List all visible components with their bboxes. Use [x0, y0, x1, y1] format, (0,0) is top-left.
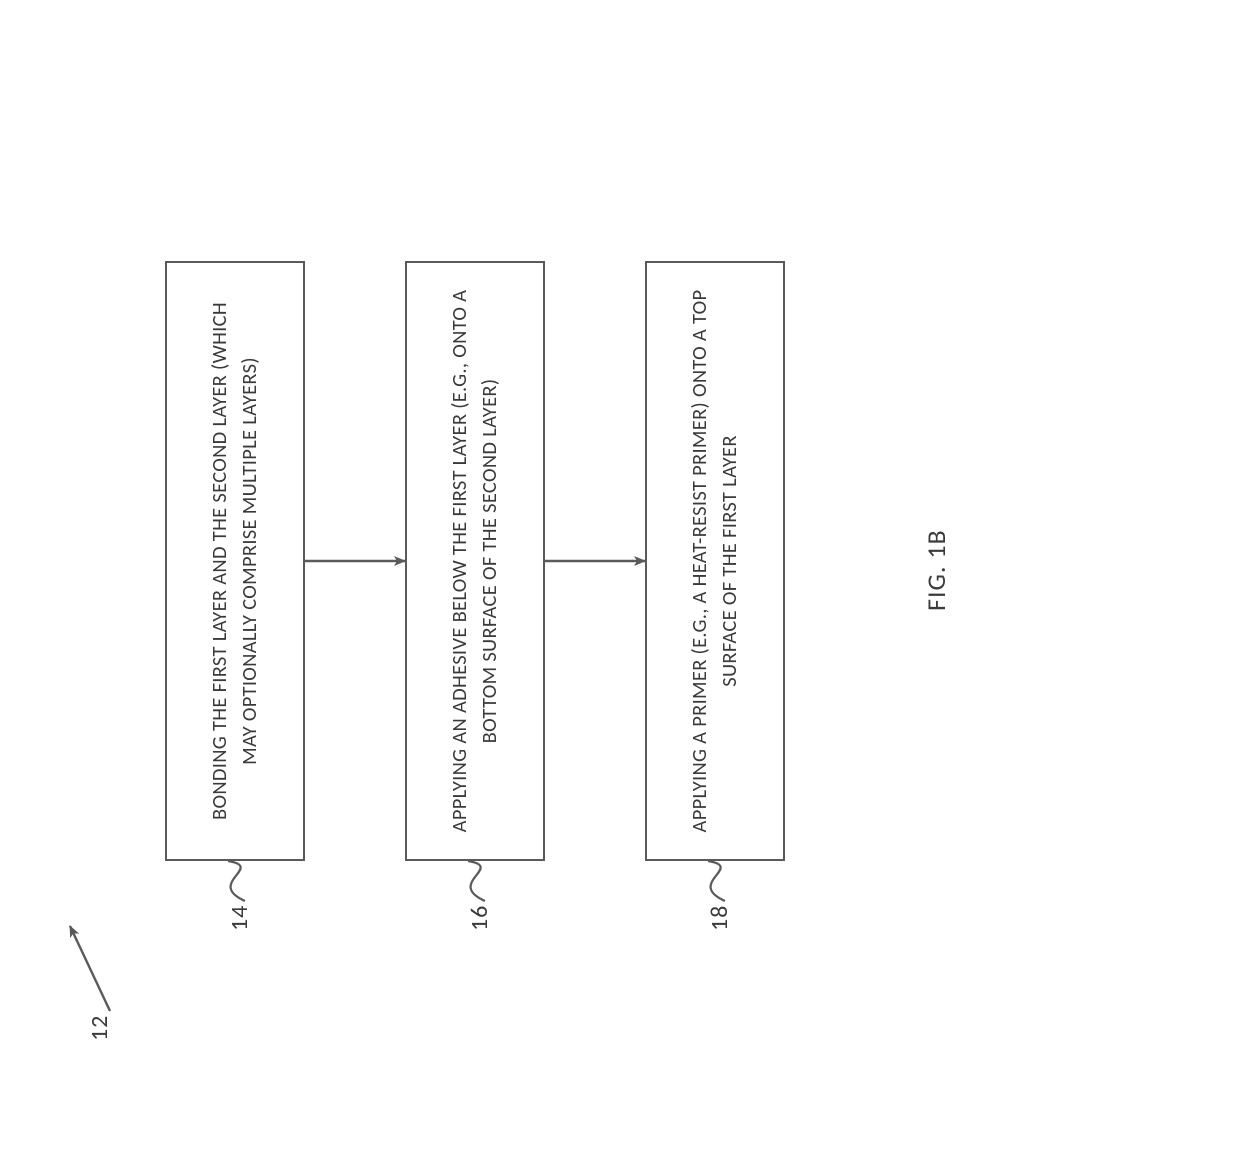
step-label-16: 16 [465, 905, 494, 931]
step-box-16: APPLYING AN ADHESIVE BELOW THE FIRST LAY… [405, 261, 545, 861]
step-box-18: APPLYING A PRIMER (E.G., A HEAT-RESIST P… [645, 261, 785, 861]
figure-caption: FIG. 1B [920, 529, 952, 611]
step-box-14: BONDING THE FIRST LAYER AND THE SECOND L… [165, 261, 305, 861]
step-text-16: APPLYING AN ADHESIVE BELOW THE FIRST LAY… [445, 281, 504, 841]
step-text-14: BONDING THE FIRST LAYER AND THE SECOND L… [205, 281, 264, 841]
figure-ref-number: 12 [85, 1015, 114, 1041]
step-text-18: APPLYING A PRIMER (E.G., A HEAT-RESIST P… [685, 281, 744, 841]
step-label-18: 18 [705, 905, 734, 931]
step-label-14: 14 [225, 905, 254, 931]
figure-canvas: 12 14 16 18 BONDING THE FIRST LAYER AND … [0, 0, 1240, 1151]
rotated-content: 12 14 16 18 BONDING THE FIRST LAYER AND … [0, 0, 1240, 1151]
